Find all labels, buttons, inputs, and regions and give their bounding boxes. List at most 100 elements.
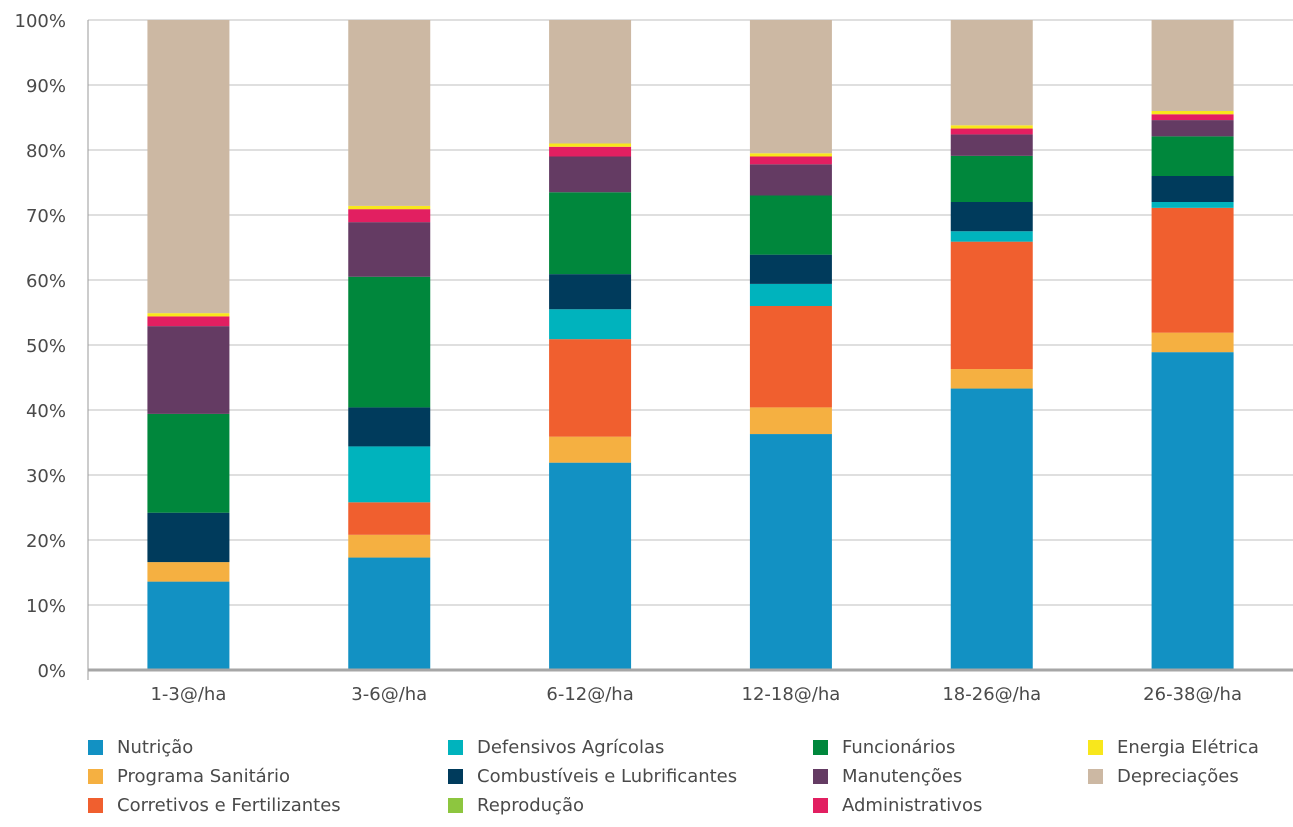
bar-segment (1151, 114, 1234, 121)
legend-label: Corretivos e Fertilizantes (117, 794, 341, 816)
x-tick-label: 18-26@/ha (942, 684, 1041, 705)
bar-segment (950, 231, 1033, 242)
bar-segment (549, 274, 632, 310)
legend-item: Combustíveis e Lubrificantes (448, 764, 737, 788)
y-tick-label: 50% (26, 336, 66, 357)
legend-label: Defensivos Agrícolas (477, 736, 665, 758)
legend-label: Administrativos (842, 794, 983, 816)
y-tick-label: 40% (26, 401, 66, 422)
bar-segment (749, 407, 832, 435)
bar-segment (1151, 111, 1234, 115)
bar-segment (348, 557, 431, 670)
y-tick-label: 10% (26, 596, 66, 617)
bar-segment (348, 20, 431, 206)
legend-item: Manutenções (813, 764, 962, 788)
legend-swatch (88, 768, 103, 784)
legend-label: Manutenções (842, 765, 963, 787)
bar-segment (549, 462, 632, 670)
y-tick-labels: 0% 10% 20% 30% 40% 50% 60% 70% 80% 90% 100% (15, 11, 66, 682)
bar-segment (147, 581, 230, 670)
bar-segment (348, 502, 431, 535)
bar-segment (147, 512, 230, 563)
bar-segment (1151, 120, 1234, 137)
y-tick-label: 80% (26, 141, 66, 162)
bar-segment (950, 20, 1033, 126)
bar-segment (749, 195, 832, 255)
legend-item: Corretivos e Fertilizantes (88, 793, 341, 817)
bar-stack (549, 20, 632, 670)
legend: Nutrição Programa Sanitário Corretivos e F… (88, 735, 1288, 825)
bar-segment (1151, 136, 1234, 176)
y-tick-label: 70% (26, 206, 66, 227)
bar-segment (749, 156, 832, 165)
bar-segment (147, 20, 230, 314)
bar-segment (549, 156, 632, 193)
bar-segment (749, 164, 832, 196)
bar-segment (348, 446, 431, 503)
y-tick-label: 0% (37, 661, 66, 682)
bar-segment (749, 434, 832, 670)
bar-segment (1151, 176, 1234, 202)
legend-swatch (1088, 739, 1103, 755)
bar-segment (348, 534, 431, 558)
legend-swatch (448, 768, 463, 784)
legend-swatch (448, 739, 463, 755)
bar-segment (749, 20, 832, 154)
legend-swatch (88, 739, 103, 755)
bar-segment (549, 309, 632, 340)
bar-segment (348, 205, 431, 210)
bar-segment (749, 153, 832, 157)
bar-segment (348, 276, 431, 408)
bar-segment (147, 326, 230, 414)
legend-label: Energia Elétrica (1117, 736, 1259, 758)
x-tick-labels: 1-3@/ha 3-6@/ha 6-12@/ha 12-18@/ha 18-26@/ha… (150, 684, 1242, 705)
bar-segment (950, 134, 1033, 156)
axes (87, 20, 1293, 680)
bar-segment (950, 241, 1033, 370)
y-tick-label: 90% (26, 76, 66, 97)
bar-segment (950, 125, 1033, 129)
bar-segment (950, 128, 1033, 135)
legend-item: Programa Sanitário (88, 764, 290, 788)
bar-segment (950, 155, 1033, 202)
legend-item: Reprodução (448, 793, 584, 817)
legend-swatch (813, 797, 828, 813)
y-tick-label: 30% (26, 466, 66, 487)
bar-segment (950, 369, 1033, 389)
x-tick-label: 6-12@/ha (546, 684, 633, 705)
bar-stack (348, 20, 431, 670)
legend-label: Funcionários (842, 736, 956, 758)
legend-swatch (813, 768, 828, 784)
legend-swatch (1088, 768, 1103, 784)
bar-segment (749, 254, 832, 284)
bar-segment (348, 209, 431, 223)
bar-segment (950, 202, 1033, 232)
x-tick-label: 3-6@/ha (351, 684, 427, 705)
bar-segment (1151, 332, 1234, 353)
bar-segment (549, 143, 632, 147)
x-tick-label: 26-38@/ha (1143, 684, 1242, 705)
legend-label: Depreciações (1117, 765, 1239, 787)
bar-segment (147, 316, 230, 327)
legend-item: Defensivos Agrícolas (448, 735, 664, 759)
gridlines (88, 19, 1293, 606)
bar-segment (147, 413, 230, 513)
x-tick-label: 1-3@/ha (150, 684, 226, 705)
legend-label: Nutrição (117, 736, 194, 758)
bar-segment (1151, 207, 1234, 333)
legend-item: Administrativos (813, 793, 982, 817)
stacked-bar-chart: 0% 10% 20% 30% 40% 50% 60% 70% 80% 90% 100% 1-3@/h… (15, 11, 1293, 705)
legend-label: Combustíveis e Lubrificantes (477, 765, 738, 787)
bar-segment (1151, 20, 1234, 111)
bar-segment (1151, 202, 1234, 208)
bar-stacks (147, 20, 1234, 670)
legend-item: Energia Elétrica (1088, 735, 1259, 759)
bar-segment (749, 306, 832, 408)
legend-label: Programa Sanitário (117, 765, 291, 787)
x-tick-label: 12-18@/ha (742, 684, 841, 705)
bar-stack (950, 20, 1033, 670)
legend-item: Depreciações (1088, 764, 1239, 788)
y-tick-label: 20% (26, 531, 66, 552)
legend-item: Funcionários (813, 735, 955, 759)
bar-stack (147, 20, 230, 670)
